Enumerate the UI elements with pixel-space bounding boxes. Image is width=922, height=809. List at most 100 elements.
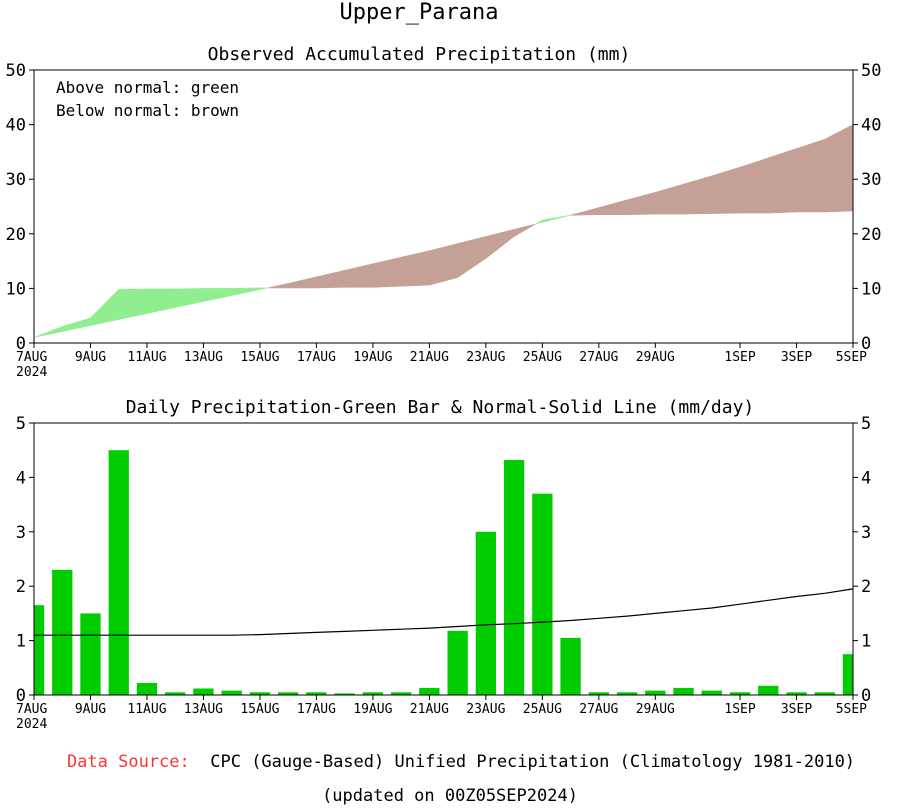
daily-bar bbox=[278, 692, 299, 695]
above-normal-area bbox=[118, 288, 148, 320]
accumulated-ytick-label-right: 30 bbox=[861, 170, 881, 190]
daily-bar bbox=[34, 605, 45, 695]
daily-bar bbox=[80, 613, 101, 695]
accumulated-xtick-label: 1SEP bbox=[724, 350, 755, 365]
accumulated-ytick-label-left: 30 bbox=[6, 170, 26, 190]
daily-xtick-label: 21AUG bbox=[410, 702, 449, 717]
accumulated-xtick-label: 9AUG bbox=[75, 350, 106, 365]
daily-bar bbox=[616, 692, 638, 695]
daily-bar bbox=[503, 460, 525, 695]
accumulated-chart-title: Observed Accumulated Precipitation (mm) bbox=[207, 44, 631, 65]
daily-bar bbox=[532, 493, 553, 695]
daily-bar bbox=[334, 693, 355, 695]
accumulated-xtick-label: 21AUG bbox=[410, 350, 449, 365]
daily-chart-title: Daily Precipitation-Green Bar & Normal-S… bbox=[125, 397, 755, 418]
daily-xtick-label: 11AUG bbox=[127, 702, 166, 717]
daily-xtick-label: 17AUG bbox=[297, 702, 336, 717]
data-source-line: Data Source: CPC (Gauge-Based) Unified P… bbox=[0, 752, 922, 772]
data-source-text: CPC (Gauge-Based) Unified Precipitation … bbox=[210, 752, 856, 772]
daily-bar bbox=[701, 690, 722, 695]
above-normal-area bbox=[174, 288, 204, 308]
accumulated-xtick-label: 15AUG bbox=[240, 350, 279, 365]
above-normal-area bbox=[259, 287, 268, 290]
daily-xtick-label: 5SEP bbox=[836, 702, 867, 717]
below-normal-area bbox=[654, 183, 684, 215]
above-normal-area bbox=[146, 288, 176, 314]
daily-xtick-label: 15AUG bbox=[240, 702, 279, 717]
daily-bar bbox=[391, 692, 412, 695]
daily-bar bbox=[560, 637, 581, 695]
accumulated-xtick-label: 23AUG bbox=[466, 350, 505, 365]
daily-bar bbox=[419, 687, 440, 695]
daily-bar bbox=[814, 692, 835, 695]
below-normal-area bbox=[372, 256, 402, 288]
daily-bar bbox=[165, 692, 186, 695]
daily-frame bbox=[33, 422, 854, 696]
data-source-label: Data Source: bbox=[66, 752, 190, 772]
below-normal-area bbox=[267, 283, 289, 289]
daily-bar bbox=[588, 692, 609, 695]
daily-xtick-label: 1SEP bbox=[724, 702, 755, 717]
accumulated-xtick-label: 13AUG bbox=[184, 350, 223, 365]
accumulated-ytick-label-right: 0 bbox=[861, 334, 871, 354]
accumulated-xtick-year: 2024 bbox=[16, 365, 47, 380]
daily-bar bbox=[221, 690, 242, 695]
accumulated-ytick-label-left: 50 bbox=[6, 61, 26, 81]
daily-bar bbox=[108, 450, 129, 695]
below-normal-area bbox=[429, 243, 458, 286]
daily-bar bbox=[673, 687, 694, 695]
legend-above-normal: Above normal: green bbox=[56, 78, 240, 97]
daily-bar bbox=[645, 690, 666, 695]
daily-bar bbox=[475, 531, 496, 695]
daily-ytick-label-left: 3 bbox=[16, 523, 26, 543]
accumulated-xtick-label: 3SEP bbox=[781, 350, 812, 365]
daily-ytick-label-right: 4 bbox=[861, 468, 871, 488]
accumulated-xtick-label: 29AUG bbox=[636, 350, 675, 365]
below-normal-area bbox=[739, 157, 769, 214]
normal-line bbox=[34, 588, 854, 636]
daily-ytick-label-right: 5 bbox=[861, 414, 871, 434]
daily-xtick-label: 27AUG bbox=[579, 702, 618, 717]
daily-ytick-label-right: 0 bbox=[861, 686, 871, 706]
region-title: Upper_Parana bbox=[339, 0, 499, 25]
below-normal-area bbox=[711, 166, 741, 214]
daily-ytick-label-left: 1 bbox=[16, 632, 26, 652]
daily-bar bbox=[136, 683, 158, 695]
below-normal-area bbox=[287, 276, 317, 289]
daily-xtick-label: 19AUG bbox=[353, 702, 392, 717]
daily-ytick-label-left: 0 bbox=[16, 686, 26, 706]
accumulated-xtick-label: 11AUG bbox=[127, 350, 166, 365]
above-normal-area bbox=[231, 287, 261, 296]
daily-xtick-label: 9AUG bbox=[75, 702, 106, 717]
above-normal-area bbox=[90, 288, 119, 326]
daily-ytick-label-left: 5 bbox=[16, 414, 26, 434]
daily-bar bbox=[447, 630, 468, 695]
accumulated-xtick-label: 25AUG bbox=[523, 350, 562, 365]
above-normal-area bbox=[541, 214, 571, 223]
accumulated-frame bbox=[33, 69, 854, 344]
daily-bar bbox=[729, 692, 751, 695]
daily-bar bbox=[249, 692, 271, 695]
daily-xtick-year: 2024 bbox=[16, 717, 47, 732]
accumulated-xtick-label: 27AUG bbox=[579, 350, 618, 365]
below-normal-area bbox=[457, 236, 487, 279]
accumulated-ytick-label-right: 40 bbox=[861, 116, 881, 136]
below-normal-area bbox=[626, 191, 656, 216]
above-normal-area bbox=[33, 326, 63, 338]
accumulated-ytick-label-left: 40 bbox=[6, 116, 26, 136]
daily-bar bbox=[786, 692, 807, 695]
below-normal-area bbox=[570, 207, 600, 216]
daily-bar bbox=[306, 692, 327, 695]
daily-ytick-label-left: 2 bbox=[16, 577, 26, 597]
daily-bar bbox=[193, 688, 214, 695]
daily-xtick-label: 29AUG bbox=[636, 702, 675, 717]
accumulated-xtick-label: 7AUG bbox=[16, 350, 47, 365]
below-normal-area bbox=[513, 223, 536, 238]
accumulated-ytick-label-right: 10 bbox=[861, 279, 881, 299]
daily-ytick-label-right: 3 bbox=[861, 523, 871, 543]
below-normal-area bbox=[316, 270, 346, 289]
below-normal-area bbox=[598, 199, 628, 215]
accumulated-xtick-label: 19AUG bbox=[353, 350, 392, 365]
below-normal-area bbox=[796, 138, 826, 213]
daily-ytick-label-left: 4 bbox=[16, 468, 26, 488]
